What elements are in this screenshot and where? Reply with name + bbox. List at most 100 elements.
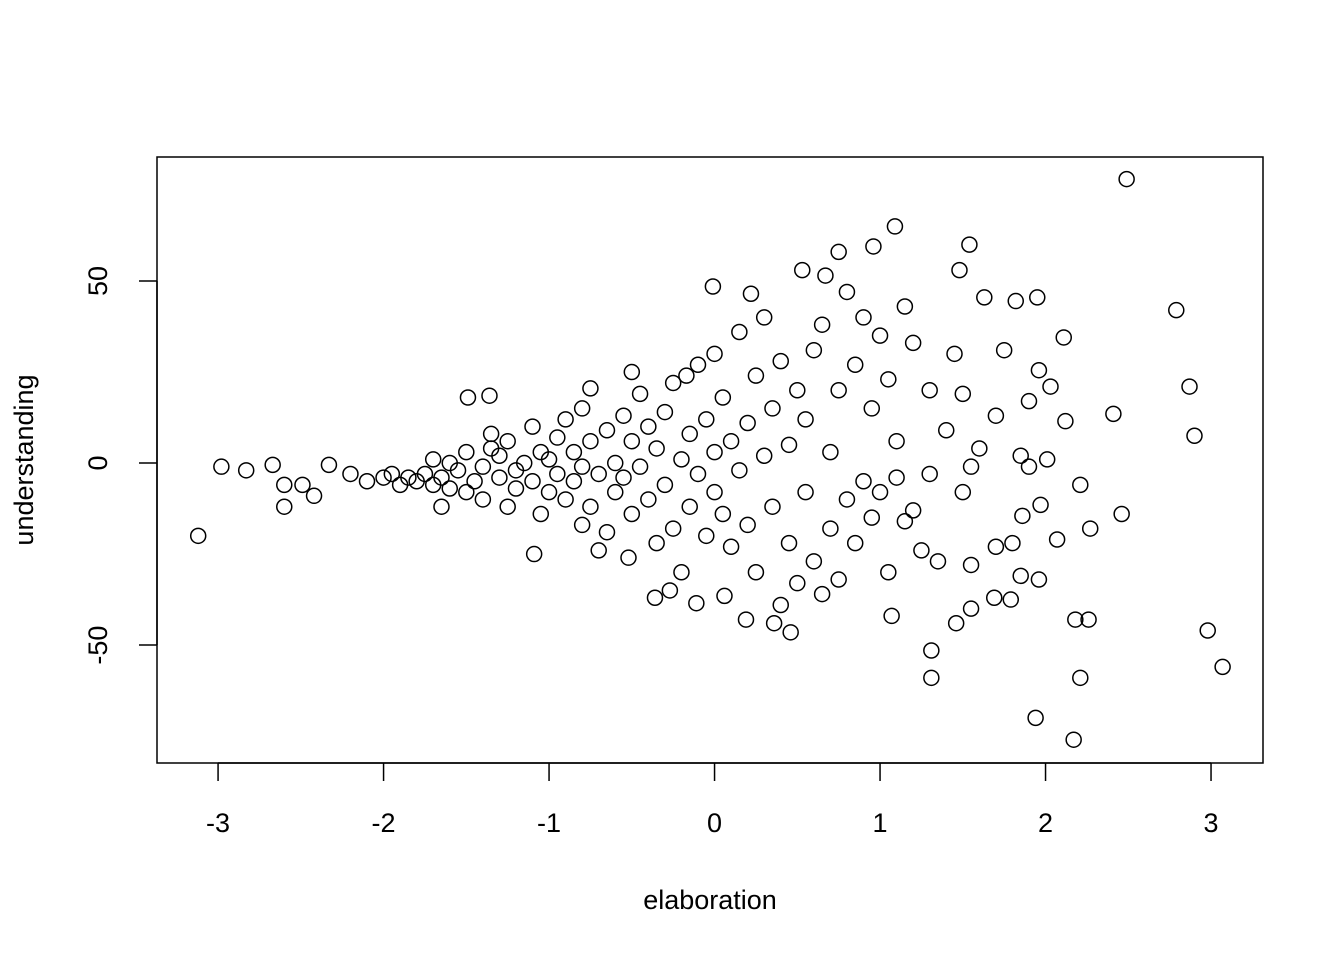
point <box>747 367 765 384</box>
point <box>962 458 980 475</box>
point <box>400 469 417 486</box>
y-axis-title: understanding <box>9 374 39 545</box>
point <box>706 483 723 501</box>
point <box>937 422 955 439</box>
point <box>449 462 467 479</box>
point <box>459 389 477 406</box>
x-axis-title: elaboration <box>643 885 777 915</box>
point <box>681 498 698 515</box>
point <box>648 440 665 457</box>
point <box>923 642 940 659</box>
point <box>607 454 624 472</box>
point <box>985 589 1003 606</box>
point <box>661 582 679 599</box>
point <box>830 571 847 588</box>
point <box>883 607 900 625</box>
point <box>515 454 533 472</box>
point <box>623 505 641 523</box>
point <box>822 520 839 537</box>
point <box>951 261 968 279</box>
point <box>904 334 922 352</box>
point <box>1118 170 1135 188</box>
point <box>573 516 591 534</box>
point <box>1199 622 1216 639</box>
point <box>688 594 705 612</box>
point <box>1065 731 1082 748</box>
point <box>499 498 516 515</box>
point <box>987 407 1005 424</box>
x-tick-label: 2 <box>1038 808 1053 838</box>
point <box>947 614 965 632</box>
point <box>1042 378 1059 395</box>
point <box>433 498 450 515</box>
point <box>976 289 993 306</box>
point <box>706 345 723 363</box>
point <box>673 563 690 581</box>
point <box>995 341 1013 359</box>
point <box>737 611 755 628</box>
point <box>582 498 599 515</box>
point <box>1007 292 1025 310</box>
point <box>656 476 674 494</box>
point <box>1014 507 1031 525</box>
point <box>871 483 889 501</box>
point <box>640 491 657 508</box>
point <box>846 534 864 552</box>
point <box>607 483 624 501</box>
point <box>678 367 695 384</box>
point <box>466 472 483 490</box>
point <box>540 483 558 501</box>
point <box>888 432 905 450</box>
point <box>772 596 789 614</box>
point <box>213 458 230 475</box>
point <box>1004 534 1021 552</box>
point <box>838 283 856 301</box>
point <box>921 465 938 483</box>
point <box>507 480 525 497</box>
point <box>623 432 641 450</box>
point <box>565 472 583 490</box>
point <box>276 498 293 515</box>
point <box>474 491 492 508</box>
point <box>1030 361 1048 379</box>
point <box>458 443 475 461</box>
point <box>1057 412 1074 430</box>
point <box>424 451 442 468</box>
point <box>1038 451 1056 468</box>
x-tick-label: 3 <box>1204 808 1219 838</box>
point <box>817 267 834 284</box>
point <box>342 465 359 483</box>
point <box>615 407 632 424</box>
point <box>557 491 574 508</box>
point <box>987 538 1005 556</box>
point <box>540 451 558 468</box>
point <box>524 472 541 490</box>
point <box>789 381 806 399</box>
point <box>805 341 823 359</box>
point <box>722 432 740 450</box>
point <box>913 542 930 559</box>
point <box>549 429 566 446</box>
point <box>731 462 748 479</box>
point <box>590 542 607 559</box>
point <box>880 563 897 581</box>
point <box>813 585 831 603</box>
point <box>1214 658 1231 676</box>
point <box>664 520 682 537</box>
point <box>623 363 641 381</box>
point <box>1048 531 1066 548</box>
point <box>689 465 707 483</box>
point <box>573 400 591 417</box>
point <box>1072 476 1089 494</box>
point <box>855 309 872 326</box>
point <box>765 614 783 632</box>
point <box>264 456 281 474</box>
point <box>474 458 492 475</box>
point <box>904 502 922 519</box>
point <box>673 451 690 468</box>
point <box>764 400 781 417</box>
point <box>1012 447 1029 465</box>
point <box>813 316 831 333</box>
point <box>797 483 814 501</box>
point <box>946 345 963 363</box>
